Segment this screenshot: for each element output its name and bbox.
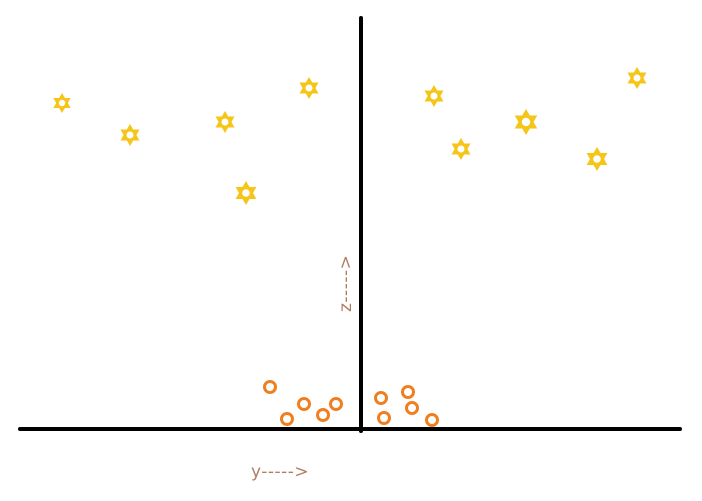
star-icon xyxy=(424,85,444,107)
star-icon xyxy=(514,109,538,135)
star-icon xyxy=(299,77,319,99)
horizontal-axis-label: y-----> xyxy=(251,462,309,482)
circle-icon xyxy=(405,401,419,415)
circle-icon xyxy=(374,391,388,405)
star-icon xyxy=(53,93,71,113)
star-icon xyxy=(451,138,471,160)
circle-icon xyxy=(297,397,311,411)
star-icon xyxy=(215,111,235,133)
vertical-axis-label: z-----> xyxy=(336,255,356,312)
circle-icon xyxy=(280,412,294,426)
star-icon xyxy=(235,181,257,205)
circle-icon xyxy=(377,411,391,425)
star-markers xyxy=(53,67,647,205)
star-icon xyxy=(120,124,140,146)
circle-markers xyxy=(263,380,439,427)
circle-icon xyxy=(329,397,343,411)
circle-icon xyxy=(425,413,439,427)
circle-icon xyxy=(316,408,330,422)
star-icon xyxy=(586,147,608,171)
circle-icon xyxy=(263,380,277,394)
star-icon xyxy=(627,67,647,89)
circle-icon xyxy=(401,385,415,399)
